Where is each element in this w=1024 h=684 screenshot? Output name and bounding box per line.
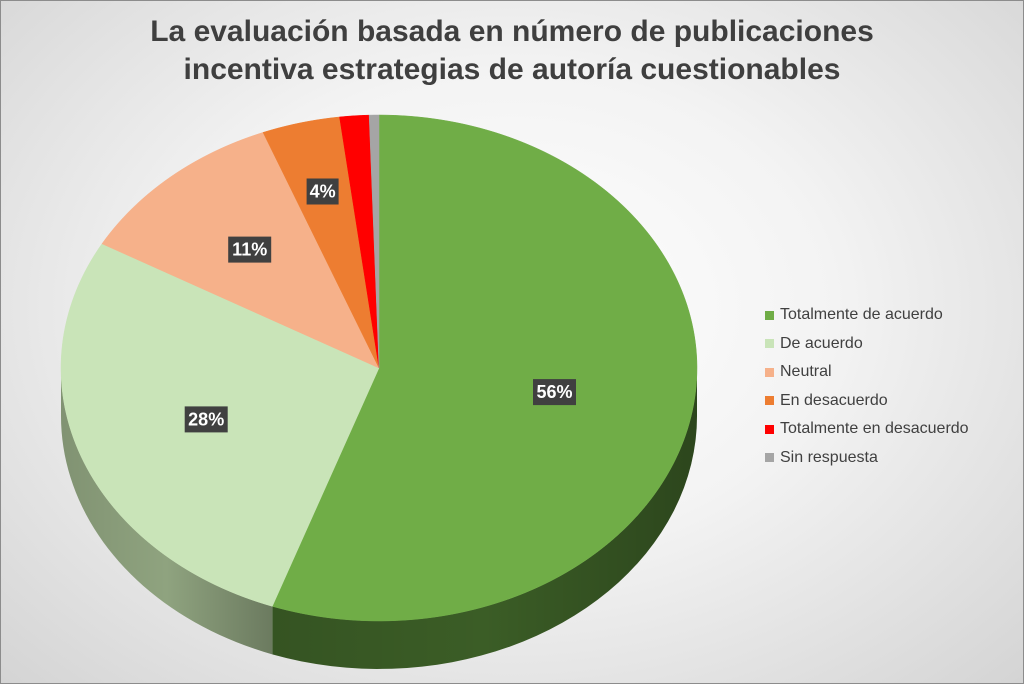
data-label-en-desacuerdo: 4%: [306, 178, 339, 205]
pie-side-shade: [61, 368, 273, 655]
data-label-box: [533, 379, 576, 406]
data-label-box: [306, 178, 339, 205]
legend-label: De acuerdo: [780, 334, 863, 352]
legend-item-sin-respuesta: Sin respuesta: [765, 444, 969, 473]
data-label-text: 11%: [232, 240, 267, 260]
legend-swatch: [765, 339, 774, 349]
data-label-neutral: 11%: [228, 236, 272, 263]
legend-label: Sin respuesta: [780, 448, 878, 466]
data-label-de-acuerdo: 28%: [184, 406, 228, 433]
data-label-text: 4%: [310, 182, 336, 202]
chart-title-line-1: La evaluación basada en número de public…: [150, 15, 874, 48]
legend-swatch: [765, 453, 774, 463]
legend-item-neutral: Neutral: [765, 358, 969, 387]
legend-item-totalmente-en-desacuerdo: Totalmente en desacuerdo: [765, 415, 969, 444]
chart-title-line-2: incentiva estrategias de autoría cuestio…: [183, 53, 841, 86]
data-label-text: 56%: [536, 382, 572, 402]
legend-swatch: [765, 396, 774, 406]
data-label-box: [228, 236, 272, 263]
pie-side-walls: [61, 368, 697, 669]
pie-slice-en-desacuerdo: [262, 116, 380, 369]
pie-slice-totalmente-en-desacuerdo: [339, 114, 380, 369]
pie-side-shade: [272, 368, 697, 669]
data-label-box: [184, 406, 228, 433]
pie-slice-sin-respuesta: [368, 114, 380, 369]
legend-item-de-acuerdo: De acuerdo: [765, 330, 969, 359]
legend: Totalmente de acuerdo De acuerdo Neutral En…: [765, 301, 969, 472]
legend-label: Totalmente en desacuerdo: [780, 420, 969, 437]
legend-swatch: [765, 424, 774, 434]
legend-swatch: [765, 367, 774, 377]
legend-swatch: [765, 310, 774, 320]
chart-title: La evaluación basada en número de public…: [1, 13, 1023, 89]
pie-data-labels: 56% 28% 11% 4%: [184, 178, 576, 433]
legend-item-en-desacuerdo: En desacuerdo: [765, 387, 969, 416]
data-label-totalmente-de-acuerdo: 56%: [533, 379, 576, 406]
data-label-text: 28%: [188, 409, 224, 429]
pie-slice-totalmente-de-acuerdo: [271, 114, 698, 622]
legend-label: En desacuerdo: [780, 391, 888, 409]
legend-label: Totalmente de acuerdo: [780, 306, 943, 323]
legend-item-totalmente-de-acuerdo: Totalmente de acuerdo: [765, 301, 969, 330]
legend-label: Neutral: [780, 363, 832, 380]
pie-slices: [60, 114, 698, 622]
